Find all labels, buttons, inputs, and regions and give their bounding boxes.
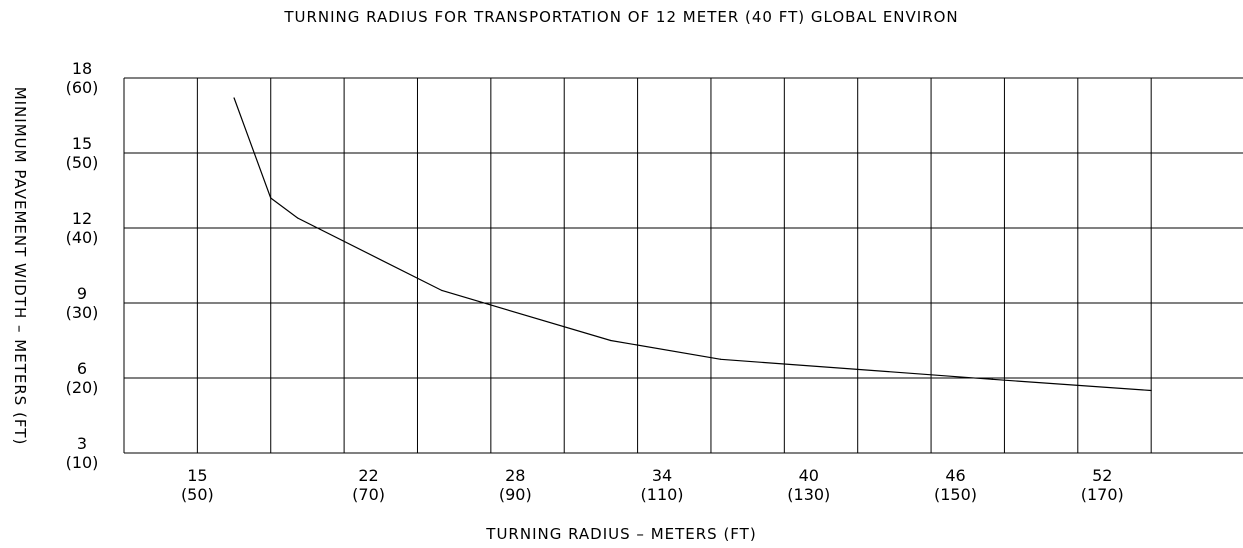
data-point: [610, 339, 612, 342]
x-tick-label: 22: [358, 466, 378, 485]
x-tick-label-imperial: (170): [1081, 485, 1124, 504]
y-tick-label: 6: [77, 359, 87, 378]
y-tick-label-imperial: (50): [66, 153, 99, 172]
data-point: [297, 217, 299, 219]
x-tick-label: 34: [652, 466, 672, 485]
x-tick-labels: 15(50) 22(70) 28(90) 34(110) 40(130) 46(150) 5…: [181, 466, 1124, 504]
y-tick-label-imperial: (10): [66, 453, 99, 472]
x-tick-label: 28: [505, 466, 525, 485]
x-tick-label: 15: [187, 466, 207, 485]
data-point: [270, 197, 272, 199]
y-tick-label: 12: [72, 209, 92, 228]
series-line: [233, 97, 1152, 392]
series-layer: [233, 97, 1152, 392]
data-point: [720, 358, 722, 360]
x-tick-label-imperial: (70): [352, 485, 385, 504]
y-tick-label: 18: [72, 59, 92, 78]
data-point: [233, 97, 235, 99]
y-tick-labels: 18(60) 15(50) 12(40) 9(30) 6(20) 3(10): [66, 59, 99, 472]
y-tick-label: 3: [77, 434, 87, 453]
x-tick-label-imperial: (110): [641, 485, 684, 504]
y-tick-label-imperial: (60): [66, 78, 99, 97]
x-tick-label: 46: [945, 466, 965, 485]
x-axis-label: TURNING RADIUS – METERS (FT): [486, 525, 757, 543]
x-tick-label-imperial: (150): [934, 485, 977, 504]
y-tick-label: 15: [72, 134, 92, 153]
chart-title: TURNING RADIUS FOR TRANSPORTATION OF 12 …: [284, 8, 959, 26]
y-tick-label-imperial: (30): [66, 303, 99, 322]
data-point: [441, 289, 443, 292]
x-tick-label: 52: [1092, 466, 1112, 485]
y-tick-label: 9: [77, 284, 87, 303]
grid: [123, 77, 1243, 454]
x-tick-label-imperial: (90): [499, 485, 532, 504]
x-tick-label-imperial: (130): [787, 485, 830, 504]
x-tick-label: 40: [799, 466, 819, 485]
data-point: [1150, 389, 1152, 392]
data-point: [991, 378, 993, 380]
x-tick-label-imperial: (50): [181, 485, 214, 504]
y-tick-label-imperial: (40): [66, 228, 99, 247]
y-tick-label-imperial: (20): [66, 378, 99, 397]
